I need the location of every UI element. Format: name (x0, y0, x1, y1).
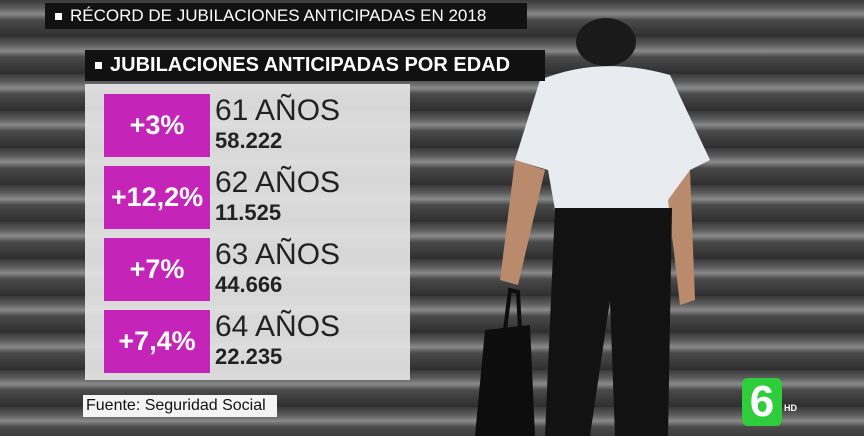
change-badge: +7,4% (104, 310, 210, 373)
row: +7% 63 AÑOS 44.666 (104, 238, 404, 301)
data-panel: +3% 61 AÑOS 58.222 +12,2% 62 AÑOS 11.525 +7% 63… (85, 84, 410, 380)
row: +7,4% 64 AÑOS 22.235 (104, 310, 404, 373)
hd-badge: HD (784, 403, 797, 413)
count-label: 58.222 (215, 128, 283, 153)
count-label: 22.235 (215, 344, 283, 369)
channel-logo: 6 (742, 377, 782, 426)
change-badge: +3% (104, 94, 210, 157)
row: +3% 61 AÑOS 58.222 (104, 94, 404, 157)
age-label: 61 AÑOS (215, 94, 341, 127)
count-label: 44.666 (215, 272, 283, 297)
source: Fuente: Seguridad Social (83, 395, 277, 417)
age-label: 63 AÑOS (215, 238, 341, 271)
age-label: 64 AÑOS (215, 310, 341, 343)
headline-bar: RÉCORD DE JUBILACIONES ANTICIPADAS EN 20… (45, 3, 527, 29)
change-badge: +12,2% (104, 166, 210, 229)
subtitle-bar: JUBILACIONES ANTICIPADAS POR EDAD (85, 50, 545, 81)
panel-title: JUBILACIONES ANTICIPADAS POR EDAD (110, 54, 511, 76)
headline: RÉCORD DE JUBILACIONES ANTICIPADAS EN 20… (70, 6, 487, 25)
row: +12,2% 62 AÑOS 11.525 (104, 166, 404, 229)
change-badge: +7% (104, 238, 210, 301)
count-label: 11.525 (215, 200, 282, 225)
age-label: 62 AÑOS (215, 166, 341, 199)
